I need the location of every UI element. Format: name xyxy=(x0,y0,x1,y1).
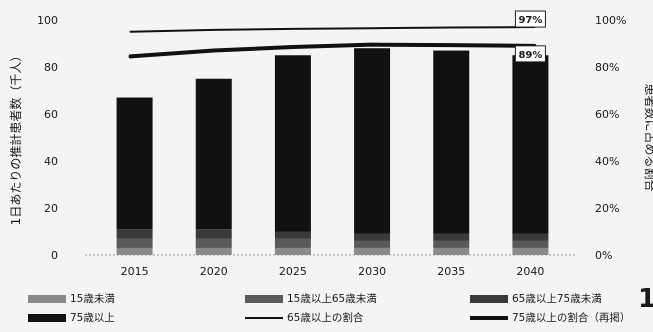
plot-layer: 97% 89% xyxy=(116,10,549,255)
line-series-1 xyxy=(128,42,537,59)
legend-swatch-2 xyxy=(470,295,508,303)
bar-2025-2 xyxy=(274,231,311,239)
y-axis-title: 1日あたりの推計患者数（千人） xyxy=(8,50,23,226)
annotation-box-1 xyxy=(514,45,546,63)
bar-2035-3 xyxy=(433,50,470,234)
legend-layer: 15歳未満 15歳以上65歳未満 65歳以上75歳未満 75歳以上 65歳以上の割合 75… xyxy=(28,293,630,324)
y2-tick-label-2: 40% xyxy=(595,155,619,168)
bar-2015-3 xyxy=(116,97,153,230)
y-tick-label-5: 100 xyxy=(37,14,58,27)
legend-label-5: 75歳以上の割合（再掲） xyxy=(512,311,630,324)
bar-2040-3 xyxy=(512,55,549,234)
x-tick-label-1: 2020 xyxy=(200,265,228,278)
y-tick-label-3: 60 xyxy=(44,108,58,121)
bar-2040-2 xyxy=(512,233,549,241)
x-tick-label-4: 2035 xyxy=(437,265,465,278)
x-tick-label-5: 2040 xyxy=(516,265,544,278)
x-tick-label-0: 2015 xyxy=(121,265,149,278)
x-tick-label-2: 2025 xyxy=(279,265,307,278)
bar-2030-1 xyxy=(354,240,391,248)
y2-axis-title: 患者数に占める割合 xyxy=(643,83,653,191)
bar-2020-2 xyxy=(195,229,232,239)
bar-2015-0 xyxy=(116,247,153,255)
y-tick-label-2: 40 xyxy=(44,155,58,168)
bar-2015-2 xyxy=(116,229,153,239)
bar-2015-1 xyxy=(116,238,153,248)
legend-label-4: 65歳以上の割合 xyxy=(287,311,364,324)
y2-tick-label-3: 60% xyxy=(595,108,619,121)
bar-2035-0 xyxy=(433,247,470,255)
bar-2040-1 xyxy=(512,240,549,248)
legend-swatch-3 xyxy=(28,314,66,322)
legend-label-1: 15歳以上65歳未満 xyxy=(287,293,377,305)
y2-tick-label-1: 20% xyxy=(595,202,619,215)
legend-swatch-0 xyxy=(28,295,66,303)
y-tick-label-1: 20 xyxy=(44,202,58,215)
bar-2030-0 xyxy=(354,247,391,255)
bar-2020-1 xyxy=(195,238,232,248)
bar-2020-0 xyxy=(195,247,232,255)
bar-2025-1 xyxy=(274,238,311,248)
legend-label-2: 65歳以上75歳未満 xyxy=(512,293,602,305)
legend-swatch-1 xyxy=(245,295,283,303)
bar-2035-2 xyxy=(433,233,470,241)
y2-tick-label-0: 0% xyxy=(595,249,612,262)
annotation-label-0: 97% xyxy=(518,15,542,26)
x-tick-label-3: 2030 xyxy=(358,265,386,278)
bar-2025-3 xyxy=(274,55,311,232)
y2-tick-label-5: 100% xyxy=(595,14,626,27)
y-tick-label-4: 80 xyxy=(44,61,58,74)
annotation-label-1: 89% xyxy=(518,50,542,61)
y2-tick-label-4: 80% xyxy=(595,61,619,74)
legend-label-0: 15歳未満 xyxy=(70,293,115,305)
y-tick-label-0: 0 xyxy=(51,249,58,262)
page-mark: 1 xyxy=(638,284,653,314)
bar-2035-1 xyxy=(433,240,470,248)
bar-2040-0 xyxy=(512,247,549,255)
line-series-0 xyxy=(129,26,536,33)
bar-2020-3 xyxy=(195,78,232,230)
bar-2025-0 xyxy=(274,247,311,255)
annotation-box-0 xyxy=(514,10,546,28)
legend-label-3: 75歳以上 xyxy=(70,312,115,324)
bar-2030-3 xyxy=(354,48,391,234)
bar-2030-2 xyxy=(354,233,391,241)
